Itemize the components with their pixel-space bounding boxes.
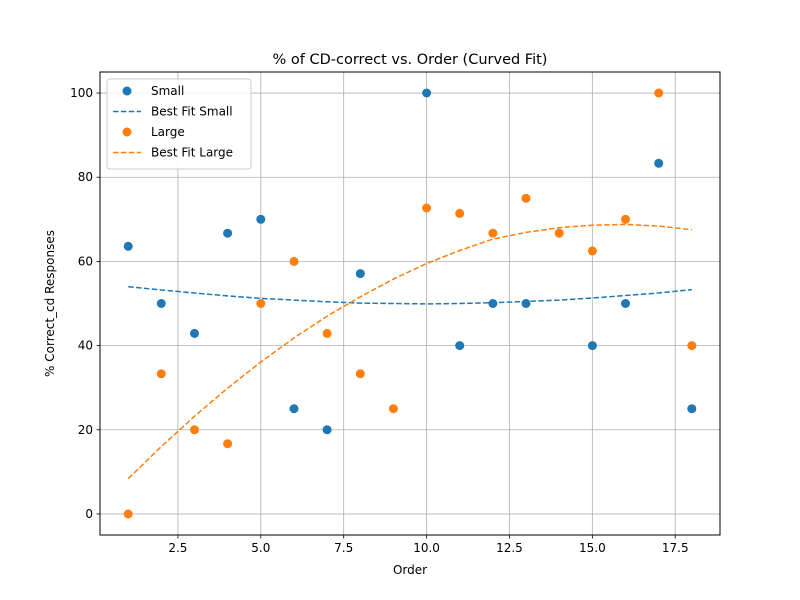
small-point <box>123 241 133 251</box>
best-fit-small-line <box>128 285 692 305</box>
large-point <box>521 193 531 203</box>
y-tick-label: 40 <box>78 339 93 353</box>
y-tick-label: 80 <box>78 170 93 184</box>
y-tick-label: 100 <box>70 86 93 100</box>
chart-title: % of CD-correct vs. Order (Curved Fit) <box>273 52 548 68</box>
small-point <box>521 299 531 308</box>
x-tick-label: 5.0 <box>251 541 270 555</box>
small-point <box>256 214 266 224</box>
legend-small-swatch <box>122 86 132 96</box>
large-point <box>156 369 166 379</box>
small-point <box>587 341 597 351</box>
small-point <box>488 299 498 308</box>
legend-best-fit-large-label: Best Fit Large <box>151 146 233 160</box>
large-point <box>587 246 597 256</box>
legend-large-swatch <box>122 127 132 137</box>
large-point <box>687 341 697 351</box>
fit-lines-layer <box>127 223 692 480</box>
large-point <box>355 369 365 379</box>
large-point <box>554 228 564 238</box>
y-tick-label: 0 <box>85 507 93 521</box>
large-point <box>654 88 664 98</box>
small-point <box>223 228 233 238</box>
y-axis-title: % Correct_cd Responses <box>43 230 57 377</box>
x-tick-label: 7.5 <box>334 541 353 555</box>
x-tick-label: 10.0 <box>413 541 440 555</box>
small-point <box>621 299 630 308</box>
large-point <box>422 203 432 213</box>
x-axis-title: Order <box>393 563 427 577</box>
large-point <box>488 228 498 238</box>
small-point <box>190 328 199 338</box>
points-layer <box>123 88 697 519</box>
large-point <box>322 328 332 338</box>
large-point <box>256 299 266 308</box>
x-tick-label: 12.5 <box>496 541 523 555</box>
large-point <box>190 425 199 435</box>
legend-large-label: Large <box>151 125 185 139</box>
x-tick-label: 2.5 <box>168 541 187 555</box>
large-point <box>388 404 398 414</box>
small-point <box>654 158 664 168</box>
small-point <box>289 404 299 414</box>
y-tick-label: 60 <box>78 254 93 268</box>
small-point <box>455 341 465 351</box>
legend-small-label: Small <box>151 84 184 98</box>
large-point <box>223 439 233 449</box>
x-tick-label: 17.5 <box>662 541 689 555</box>
x-tick-label: 15.0 <box>579 541 606 555</box>
y-tick-label: 20 <box>78 423 93 437</box>
small-point <box>322 425 332 435</box>
ticks-layer: 2.5 5.0 7.5 10.0 12.5 15.0 17.5 0 20 40 60 80 100 <box>70 86 689 555</box>
legend: Small Best Fit Small Large Best Fit Large <box>106 78 252 170</box>
small-point <box>355 269 365 279</box>
large-point <box>289 256 299 266</box>
small-point <box>156 299 166 308</box>
large-point <box>455 208 465 218</box>
legend-box <box>106 78 252 170</box>
large-point <box>621 214 630 224</box>
small-point <box>687 404 697 414</box>
best-fit-large-line <box>127 223 692 480</box>
legend-best-fit-small-label: Best Fit Small <box>151 105 233 119</box>
large-point <box>123 509 133 519</box>
plot-frame <box>99 71 721 536</box>
small-point <box>422 88 432 98</box>
